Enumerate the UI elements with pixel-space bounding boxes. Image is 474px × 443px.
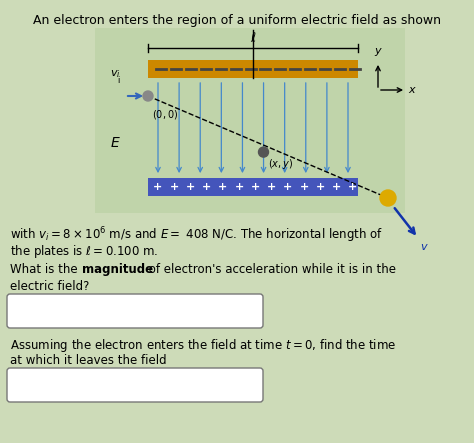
Bar	[148, 178, 358, 196]
Bar	[95, 28, 405, 213]
Text: electric field?: electric field?	[10, 280, 90, 293]
Text: the plates is $\ell = 0.100$ m.: the plates is $\ell = 0.100$ m.	[10, 243, 158, 260]
Circle shape	[143, 91, 153, 101]
FancyBboxPatch shape	[7, 294, 263, 328]
Text: Assuming the electron enters the field at time $t = 0$, find the time: Assuming the electron enters the field a…	[10, 337, 396, 354]
Text: $\ell$: $\ell$	[250, 31, 256, 45]
Text: What is the: What is the	[10, 263, 82, 276]
Circle shape	[258, 147, 268, 157]
Text: +: +	[219, 182, 228, 192]
Text: of electron's acceleration while it is in the: of electron's acceleration while it is i…	[145, 263, 396, 276]
Text: +: +	[170, 182, 179, 192]
Text: $E$: $E$	[109, 136, 120, 150]
Text: +: +	[154, 182, 163, 192]
Text: +: +	[332, 182, 341, 192]
Text: $v_i$: $v_i$	[110, 68, 121, 80]
Text: $y$: $y$	[374, 46, 383, 58]
Text: +: +	[316, 182, 325, 192]
Circle shape	[380, 190, 396, 206]
Text: $x$: $x$	[408, 85, 417, 95]
Text: +: +	[235, 182, 244, 192]
Text: +: +	[348, 182, 357, 192]
Text: $v$: $v$	[420, 242, 428, 252]
Text: +: +	[267, 182, 276, 192]
Text: $(0, 0)$: $(0, 0)$	[152, 108, 178, 121]
Text: i: i	[117, 75, 119, 85]
FancyBboxPatch shape	[7, 368, 263, 402]
Text: $(x,y)$: $(x,y)$	[268, 157, 294, 171]
Text: +: +	[186, 182, 195, 192]
Text: with $v_i = 8 \times 10^6$ m/s and $E =$ 408 N/C. The horizontal length of: with $v_i = 8 \times 10^6$ m/s and $E =$…	[10, 225, 383, 245]
Bar	[148, 60, 358, 78]
Text: +: +	[300, 182, 309, 192]
Text: at which it leaves the field: at which it leaves the field	[10, 354, 167, 367]
Text: +: +	[283, 182, 292, 192]
Text: +: +	[251, 182, 260, 192]
Text: An electron enters the region of a uniform electric field as shown: An electron enters the region of a unifo…	[33, 14, 441, 27]
Text: magnitude: magnitude	[82, 263, 153, 276]
Text: +: +	[202, 182, 211, 192]
